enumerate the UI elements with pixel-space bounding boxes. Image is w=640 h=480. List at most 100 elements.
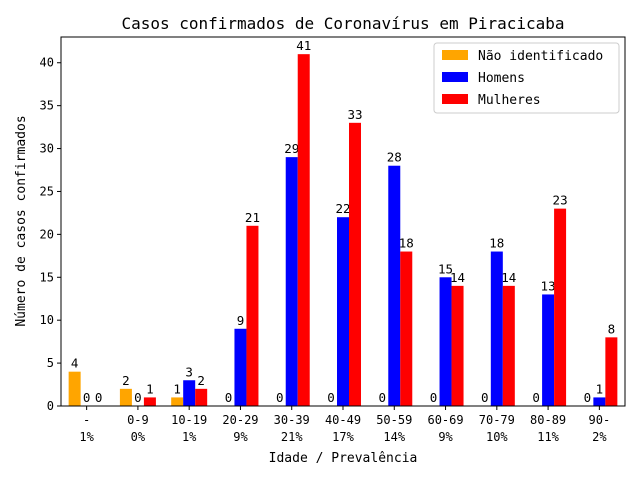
legend: Não identificado Homens Mulheres — [433, 42, 620, 114]
x-tick-label-age: 60-69 — [427, 413, 463, 427]
bar-value-label: 14 — [501, 270, 516, 285]
bar-value-label: 13 — [541, 278, 556, 293]
bar — [349, 122, 361, 406]
bar-value-label: 0 — [327, 390, 335, 405]
bar-value-label: 18 — [399, 236, 414, 251]
x-tick-label-prevalence: 9% — [233, 430, 248, 444]
x-tick-label-prevalence: 1% — [79, 430, 94, 444]
y-tick-label: 0 — [47, 399, 54, 413]
x-tick-label-prevalence: 1% — [182, 430, 197, 444]
bar-value-label: 1 — [596, 381, 604, 396]
bar — [68, 371, 81, 406]
bar — [119, 388, 132, 406]
bar — [605, 337, 618, 406]
bar — [297, 54, 310, 407]
bar — [502, 285, 515, 406]
x-tick-label-age: - — [83, 413, 90, 427]
x-tick-label-age: 30-39 — [274, 413, 310, 427]
x-tick-label-age: 20-29 — [222, 413, 258, 427]
x-tick-label-age: 80-89 — [530, 413, 566, 427]
bar-value-label: 28 — [387, 150, 402, 165]
y-tick-label: 15 — [40, 270, 54, 284]
x-tick-label-age: 10-19 — [171, 413, 207, 427]
bar-value-label: 0 — [532, 390, 540, 405]
x-tick-label-prevalence: 14% — [383, 430, 405, 444]
legend-label: Não identificado — [478, 49, 603, 64]
legend-box — [433, 42, 620, 114]
bar — [337, 217, 349, 406]
x-tick-label-age: 0-9 — [127, 413, 149, 427]
bar-value-label: 0 — [95, 390, 103, 405]
bar — [143, 397, 156, 406]
bar — [183, 380, 196, 406]
bar — [439, 277, 452, 406]
bar — [593, 397, 606, 406]
bar-value-label: 1 — [146, 381, 154, 396]
bar-value-label: 14 — [450, 270, 465, 285]
bar-value-label: 4 — [71, 356, 79, 371]
y-tick-label: 10 — [40, 313, 54, 327]
bar-value-label: 2 — [122, 373, 130, 388]
bar-value-label: 15 — [438, 261, 453, 276]
bar — [554, 208, 567, 406]
x-tick-label-prevalence: 2% — [592, 430, 607, 444]
bar-value-label: 18 — [489, 236, 504, 251]
x-tick-label-prevalence: 10% — [486, 430, 508, 444]
bar-value-label: 41 — [296, 38, 311, 53]
bar — [388, 165, 401, 406]
bar-value-label: 3 — [185, 364, 193, 379]
bar-value-label: 21 — [245, 210, 260, 225]
legend-label: Mulheres — [478, 93, 541, 108]
x-tick-label-age: 90- — [589, 413, 611, 427]
bar — [234, 328, 247, 406]
legend-swatch — [442, 50, 468, 60]
bar-value-label: 0 — [225, 390, 233, 405]
bar — [451, 285, 464, 406]
bar-value-label: 8 — [608, 321, 616, 336]
bar — [285, 157, 298, 406]
chart-title: Casos confirmados de Coronavírus em Pira… — [121, 14, 564, 33]
x-axis-label: Idade / Prevalência — [269, 451, 418, 466]
legend-swatch — [442, 72, 468, 82]
y-tick-label: 20 — [40, 227, 54, 241]
bar — [490, 251, 503, 406]
y-tick-label: 25 — [40, 184, 54, 198]
y-tick-label: 40 — [40, 56, 54, 70]
bar-value-label: 23 — [553, 193, 568, 208]
bar-value-label: 0 — [134, 390, 142, 405]
x-tick-label-age: 50-59 — [376, 413, 412, 427]
y-tick-label: 35 — [40, 99, 54, 113]
bar-value-label: 9 — [237, 313, 245, 328]
x-axis: - 1% 0-9 0% 10-19 1% 20-29 9% 30-39 21% 40-49 17% 50… — [79, 406, 610, 444]
legend-swatch — [442, 94, 468, 104]
x-tick-label-prevalence: 11% — [537, 430, 559, 444]
bar-value-label: 0 — [481, 390, 489, 405]
x-tick-label-prevalence: 0% — [131, 430, 146, 444]
x-tick-label-prevalence: 9% — [438, 430, 453, 444]
x-tick-label-prevalence: 21% — [281, 430, 303, 444]
x-tick-label-prevalence: 17% — [332, 430, 354, 444]
x-tick-label-age: 70-79 — [479, 413, 515, 427]
bar-value-label: 33 — [347, 107, 362, 122]
y-tick-label: 30 — [40, 142, 54, 156]
bar-value-label: 0 — [83, 390, 91, 405]
bar-value-label: 0 — [379, 390, 387, 405]
bar — [400, 251, 413, 406]
bar-value-label: 0 — [276, 390, 284, 405]
bar-value-label: 22 — [335, 201, 350, 216]
y-axis: 0 5 10 15 20 25 30 35 40 — [40, 56, 61, 413]
bar — [195, 388, 208, 406]
bar-value-label: 2 — [197, 373, 205, 388]
legend-label: Homens — [478, 71, 525, 86]
bar-value-label: 0 — [430, 390, 438, 405]
bar — [542, 294, 555, 406]
bar-value-label: 1 — [173, 381, 181, 396]
y-axis-label: Número de casos confirmados — [14, 115, 29, 326]
bar-value-label: 0 — [584, 390, 592, 405]
y-tick-label: 5 — [47, 356, 54, 370]
bar — [246, 225, 259, 406]
bar-value-label: 29 — [284, 141, 299, 156]
x-tick-label-age: 40-49 — [325, 413, 361, 427]
